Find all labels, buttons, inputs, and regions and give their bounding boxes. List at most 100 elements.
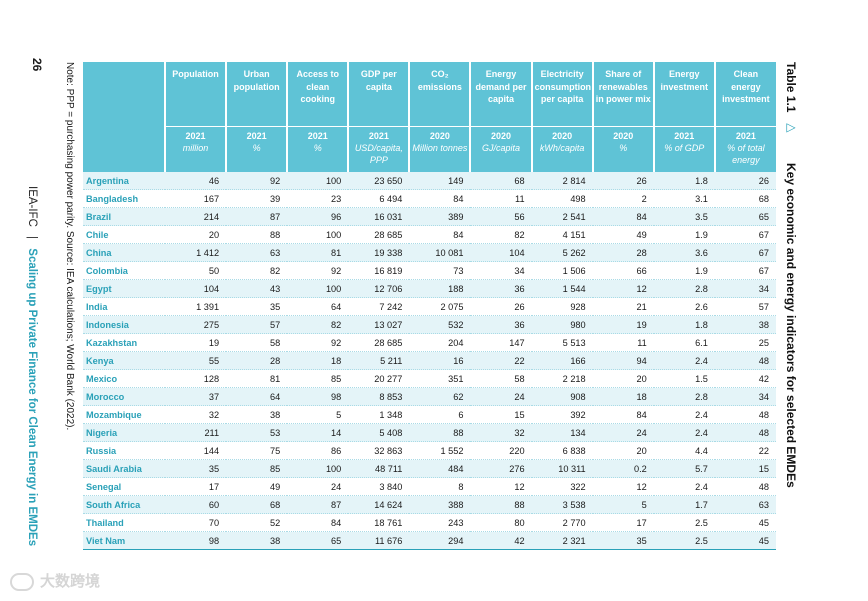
table-cell: 64 bbox=[287, 297, 349, 316]
table-cell: 2 814 bbox=[531, 172, 593, 190]
table-cell: 10 081 bbox=[409, 243, 471, 262]
table-cell: 92 bbox=[287, 333, 349, 352]
table-cell: 58 bbox=[470, 369, 532, 388]
table-row: Argentina 46 92 100 23 650 149 68 2 814 26 1.8 26 bbox=[83, 172, 776, 190]
table-cell: 1 391 bbox=[165, 297, 227, 316]
column-year: 2021 bbox=[307, 131, 328, 141]
table-cell: 2 321 bbox=[531, 531, 593, 550]
column-header: Share of renewables in power mix bbox=[591, 62, 654, 127]
table-row: Bangladesh 167 39 23 6 494 84 11 498 2 3.1 68 bbox=[83, 189, 776, 208]
table-cell: 3.1 bbox=[653, 189, 715, 208]
watermark-logo-icon bbox=[10, 573, 34, 592]
header-row-labels: Population Urban population Access to clea… bbox=[83, 62, 776, 127]
table-cell: 11 bbox=[592, 333, 654, 352]
column-header: CO₂ emissions bbox=[408, 62, 471, 127]
column-year: 2021 bbox=[246, 131, 267, 141]
table-cell: 50 bbox=[165, 261, 227, 280]
column-header: Electricity consumption per capita bbox=[530, 62, 593, 127]
table-cell: 1 552 bbox=[409, 441, 471, 460]
table-cell: 70 bbox=[165, 513, 227, 532]
table-cell: 15 bbox=[714, 459, 776, 478]
table-cell: 144 bbox=[165, 441, 227, 460]
table-row: India 1 391 35 64 7 242 2 075 26 928 21 2.6 57 bbox=[83, 297, 776, 316]
table-cell: 104 bbox=[165, 279, 227, 298]
table-cell: 46 bbox=[165, 172, 227, 190]
table-cell: 16 819 bbox=[348, 261, 410, 280]
table-cell: 2.6 bbox=[653, 297, 715, 316]
column-unit: Million tonnes bbox=[412, 143, 468, 153]
column-header: Clean energy investment bbox=[713, 62, 776, 127]
table-cell: 2 541 bbox=[531, 207, 593, 226]
watermark-text: 大数跨境 bbox=[40, 573, 101, 590]
table-cell: 25 bbox=[714, 333, 776, 352]
table-cell: 276 bbox=[470, 459, 532, 478]
table-cell: 2 770 bbox=[531, 513, 593, 532]
table-row: Mozambique 32 38 5 1 348 6 15 392 84 2.4 48 bbox=[83, 405, 776, 424]
table-cell: 2 075 bbox=[409, 297, 471, 316]
table-cell: 42 bbox=[714, 369, 776, 388]
column-year-unit: 2020 Million tonnes bbox=[408, 126, 471, 172]
table-cell: 532 bbox=[409, 315, 471, 334]
table-cell: 45 bbox=[714, 513, 776, 532]
table-cell: 294 bbox=[409, 531, 471, 550]
table-cell: 98 bbox=[287, 387, 349, 406]
country-name: China bbox=[83, 243, 165, 262]
table-cell: 104 bbox=[470, 243, 532, 262]
table-cell: 1.8 bbox=[653, 315, 715, 334]
table-cell: 928 bbox=[531, 297, 593, 316]
country-name: Senegal bbox=[83, 477, 165, 496]
table-title: Table 1.1 ▷ Key economic and energy indi… bbox=[784, 62, 798, 488]
table-cell: 87 bbox=[226, 207, 288, 226]
table-cell: 5 408 bbox=[348, 423, 410, 442]
table-cell: 5 bbox=[287, 405, 349, 424]
table-cell: 2.4 bbox=[653, 477, 715, 496]
table-cell: 389 bbox=[409, 207, 471, 226]
country-name: Kenya bbox=[83, 351, 165, 370]
country-name: Nigeria bbox=[83, 423, 165, 442]
column-year: 2021 bbox=[674, 131, 695, 141]
table-cell: 12 bbox=[470, 477, 532, 496]
header-corner bbox=[83, 126, 165, 172]
table-cell: 81 bbox=[287, 243, 349, 262]
table-body: Argentina 46 92 100 23 650 149 68 2 814 26 1.8 26 B… bbox=[83, 172, 776, 550]
table-row: China 1 412 63 81 19 338 10 081 104 5 262 28 3.6 6… bbox=[83, 243, 776, 262]
table-cell: 35 bbox=[592, 531, 654, 550]
table-cell: 56 bbox=[470, 207, 532, 226]
table-cell: 2.4 bbox=[653, 405, 715, 424]
table-row: Thailand 70 52 84 18 761 243 80 2 770 17 2.5 45 bbox=[83, 513, 776, 532]
table-cell: 38 bbox=[226, 405, 288, 424]
table-cell: 20 277 bbox=[348, 369, 410, 388]
column-year-unit: 2020% bbox=[591, 126, 654, 172]
table-row: Nigeria 211 53 14 5 408 88 32 134 24 2.4 48 bbox=[83, 423, 776, 442]
table-cell: 82 bbox=[470, 225, 532, 244]
table-cell: 484 bbox=[409, 459, 471, 478]
table-cell: 35 bbox=[165, 459, 227, 478]
table-cell: 22 bbox=[714, 441, 776, 460]
table-cell: 63 bbox=[226, 243, 288, 262]
table-cell: 3.5 bbox=[653, 207, 715, 226]
table-cell: 94 bbox=[592, 351, 654, 370]
table-cell: 16 031 bbox=[348, 207, 410, 226]
table-note: Note: PPP = purchasing power parity. Sou… bbox=[64, 62, 75, 431]
table-cell: 85 bbox=[226, 459, 288, 478]
table-cell: 214 bbox=[165, 207, 227, 226]
table-cell: 28 685 bbox=[348, 333, 410, 352]
country-name: Saudi Arabia bbox=[83, 459, 165, 478]
table-cell: 58 bbox=[226, 333, 288, 352]
table-cell: 85 bbox=[287, 369, 349, 388]
table-cell: 2.4 bbox=[653, 351, 715, 370]
table-cell: 88 bbox=[409, 423, 471, 442]
table-row: Morocco 37 64 98 8 853 62 24 908 18 2.8 34 bbox=[83, 387, 776, 406]
table-cell: 6 bbox=[409, 405, 471, 424]
table-cell: 20 bbox=[592, 441, 654, 460]
table-cell: 11 bbox=[470, 189, 532, 208]
column-year: 2020 bbox=[491, 131, 512, 141]
table-row: Saudi Arabia 35 85 100 48 711 484 276 10 311 0.2… bbox=[83, 459, 776, 478]
table-cell: 8 bbox=[409, 477, 471, 496]
table-cell: 2.4 bbox=[653, 423, 715, 442]
table-row: Chile 20 88 100 28 685 84 82 4 151 49 1.9 67 bbox=[83, 225, 776, 244]
country-name: Mozambique bbox=[83, 405, 165, 424]
table-cell: 34 bbox=[470, 261, 532, 280]
table-cell: 3 538 bbox=[531, 495, 593, 514]
table-cell: 204 bbox=[409, 333, 471, 352]
